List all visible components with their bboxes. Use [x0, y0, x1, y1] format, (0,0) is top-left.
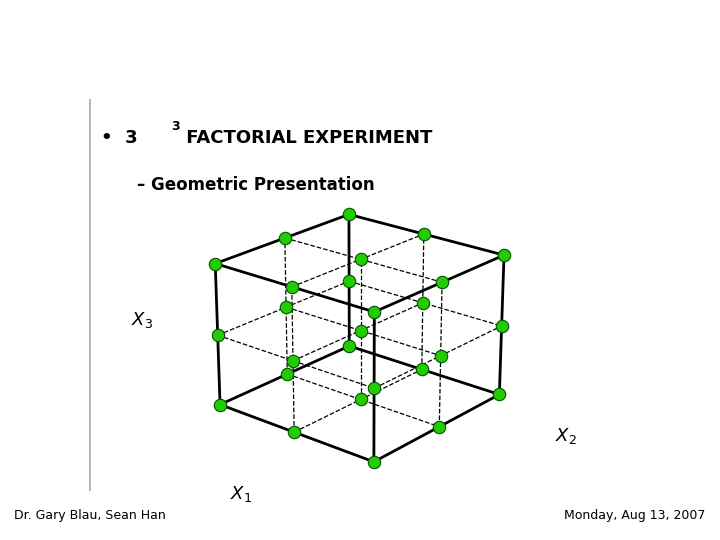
Text: EXPERIMENTS FOR THREE FACTORS: EXPERIMENTS FOR THREE FACTORS [96, 60, 624, 87]
Text: •  3: • 3 [101, 129, 138, 147]
Text: FACTORIAL EXPERIMENT: FACTORIAL EXPERIMENT [180, 129, 433, 147]
Text: Dr. Gary Blau, Sean Han: Dr. Gary Blau, Sean Han [14, 509, 166, 522]
Text: Monday, Aug 13, 2007: Monday, Aug 13, 2007 [564, 509, 706, 522]
Text: 3: 3 [171, 120, 180, 133]
Text: – Geometric Presentation: – Geometric Presentation [137, 176, 374, 194]
Text: THREE LEVEL FACTORIAL: THREE LEVEL FACTORIAL [176, 17, 544, 43]
